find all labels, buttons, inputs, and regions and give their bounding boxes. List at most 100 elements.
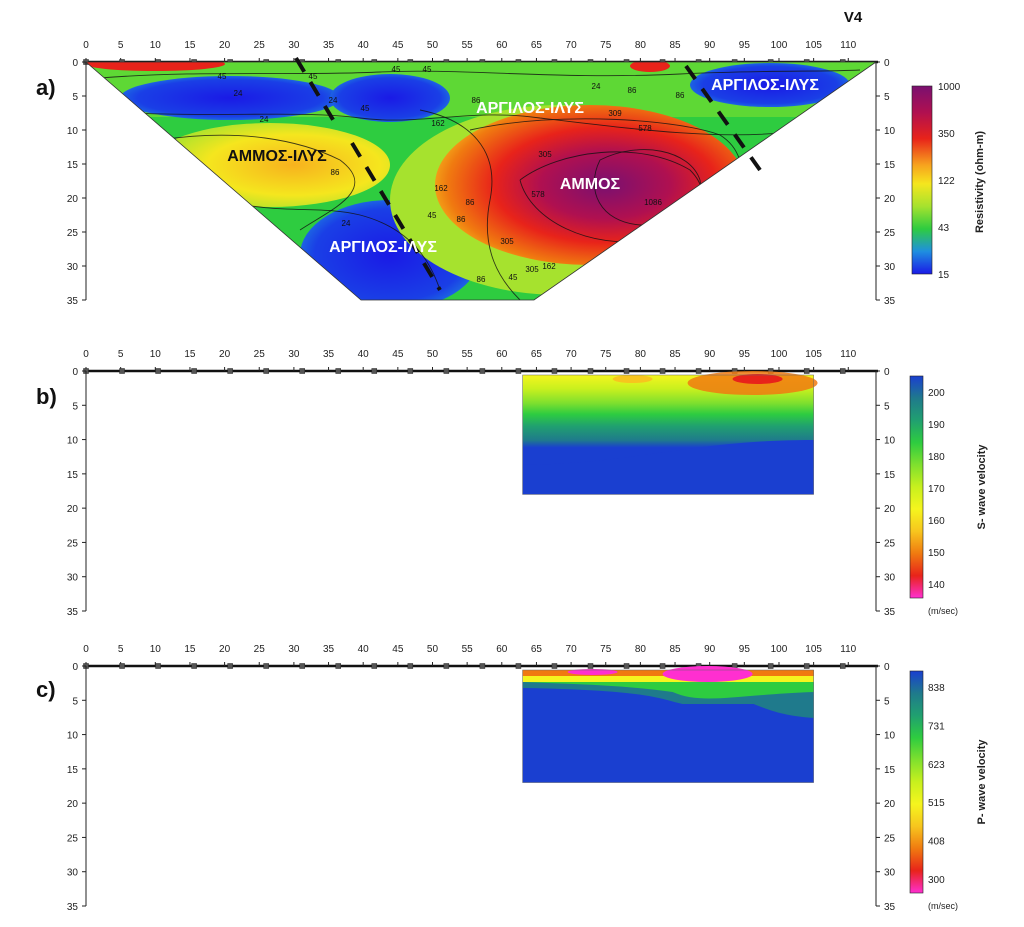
- contour-label: 305: [538, 150, 552, 159]
- x-tick-label: 15: [184, 644, 196, 655]
- x-tick-label: 105: [805, 644, 822, 655]
- depth-tick-label: 25: [67, 538, 79, 549]
- depth-tick-label: 5: [72, 696, 78, 707]
- panel-label: a): [36, 75, 56, 100]
- depth-tick-label: 30: [884, 262, 896, 273]
- x-tick-label: 20: [219, 349, 231, 360]
- electrode-marker: [623, 368, 630, 374]
- electrode-marker: [443, 368, 450, 374]
- contour-label: 24: [234, 89, 243, 98]
- depth-tick-label: 25: [67, 833, 79, 844]
- electrode-marker: [191, 368, 197, 374]
- colorbar-title: P- wave velocity: [976, 739, 988, 825]
- p-wave-low-zone-2: [567, 669, 618, 675]
- electrode-marker: [119, 368, 125, 374]
- contour-label: 309: [608, 109, 622, 118]
- x-tick-label: 0: [83, 40, 89, 51]
- x-tick-label: 80: [635, 40, 647, 51]
- label-clay-silt-upper: ΑΡΓΙΛΟΣ-ΙΛΥΣ: [476, 100, 584, 117]
- contour-label: 45: [509, 273, 518, 282]
- surface-high-left: [86, 62, 225, 71]
- depth-tick-label: 35: [67, 902, 79, 913]
- colorbar-tick-label: 515: [928, 798, 945, 809]
- x-tick-label: 110: [840, 40, 856, 51]
- contour-label: 305: [500, 237, 514, 246]
- label-clay-silt-lower: ΑΡΓΙΛΟΣ-ΙΛΥΣ: [329, 239, 437, 256]
- x-tick-label: 20: [219, 644, 231, 655]
- x-tick-label: 85: [669, 644, 681, 655]
- colorbar-tick-label: 623: [928, 760, 945, 771]
- depth-tick-label: 25: [884, 538, 896, 549]
- x-tick-label: 70: [566, 644, 578, 655]
- x-tick-label: 90: [704, 40, 716, 51]
- x-tick-label: 65: [531, 349, 543, 360]
- contour-label: 162: [431, 119, 445, 128]
- zone-clay-silt-upper-2: [330, 74, 450, 122]
- electrode-marker: [191, 663, 197, 669]
- colorbar-tick-label: 200: [928, 388, 945, 399]
- depth-tick-label: 15: [67, 765, 79, 776]
- contour-label: 578: [638, 124, 652, 133]
- x-tick-label: 110: [840, 349, 856, 360]
- x-tick-label: 80: [635, 349, 647, 360]
- label-sand: ΑΜΜΟΣ: [560, 176, 621, 193]
- x-tick-label: 100: [771, 349, 788, 360]
- depth-tick-label: 10: [884, 126, 896, 137]
- colorbar-tick-label: 170: [928, 484, 945, 495]
- depth-tick-label: 15: [67, 470, 79, 481]
- label-clay-silt-right: ΑΡΓΙΛΟΣ-ΙΛΥΣ: [711, 77, 819, 94]
- x-tick-label: 25: [254, 349, 266, 360]
- depth-tick-label: 35: [67, 607, 79, 618]
- x-tick-label: 65: [531, 644, 543, 655]
- electrode-marker: [767, 663, 774, 669]
- depth-tick-label: 10: [67, 731, 79, 742]
- electrode-marker: [227, 368, 233, 374]
- zone-clay-silt-upper: [120, 76, 340, 120]
- depth-tick-label: 35: [884, 902, 896, 913]
- electrode-marker: [839, 368, 846, 374]
- x-tick-label: 5: [118, 349, 124, 360]
- electrode-marker: [263, 663, 269, 669]
- x-tick-label: 50: [427, 349, 439, 360]
- contour-label: 45: [361, 104, 370, 113]
- electrode-marker: [227, 663, 233, 669]
- x-tick-label: 10: [150, 349, 162, 360]
- x-tick-label: 0: [83, 349, 89, 360]
- depth-tick-label: 20: [67, 504, 79, 515]
- depth-tick-label: 0: [72, 662, 78, 673]
- contour-label: 86: [331, 168, 340, 177]
- s-wave-lowest-zone: [732, 374, 783, 384]
- electrode-marker: [299, 663, 305, 669]
- electrode-marker: [479, 663, 486, 669]
- depth-tick-label: 20: [67, 194, 79, 205]
- x-tick-label: 80: [635, 644, 647, 655]
- x-tick-label: 70: [566, 349, 578, 360]
- x-tick-label: 0: [83, 644, 89, 655]
- electrode-marker: [371, 663, 378, 669]
- x-tick-label: 90: [704, 644, 716, 655]
- resistivity-colorbar: 1000 350 122 43 15 Resistivity (ohm-m): [911, 82, 986, 281]
- depth-tick-label: 15: [884, 765, 896, 776]
- depth-tick-label: 0: [72, 58, 78, 69]
- x-tick-label: 20: [219, 40, 231, 51]
- x-tick-label: 105: [805, 40, 822, 51]
- contour-label: 86: [628, 86, 637, 95]
- x-tick-label: 95: [739, 349, 751, 360]
- x-tick-label: 40: [358, 40, 370, 51]
- contour-label: 86: [457, 215, 466, 224]
- depth-tick-label: 10: [884, 731, 896, 742]
- colorbar-tick-label: 731: [928, 721, 945, 732]
- depth-tick-label: 35: [67, 296, 79, 307]
- s-wave-section: [522, 371, 818, 495]
- x-tick-label: 35: [323, 349, 335, 360]
- contour-label: 86: [676, 91, 685, 100]
- colorbar-tick-label: 140: [928, 580, 945, 591]
- x-tick-label: 55: [462, 349, 474, 360]
- contour-label: 162: [542, 262, 556, 271]
- contour-label: 578: [531, 190, 545, 199]
- x-tick-label: 60: [496, 349, 508, 360]
- x-tick-label: 75: [600, 349, 612, 360]
- depth-tick-label: 0: [884, 58, 890, 69]
